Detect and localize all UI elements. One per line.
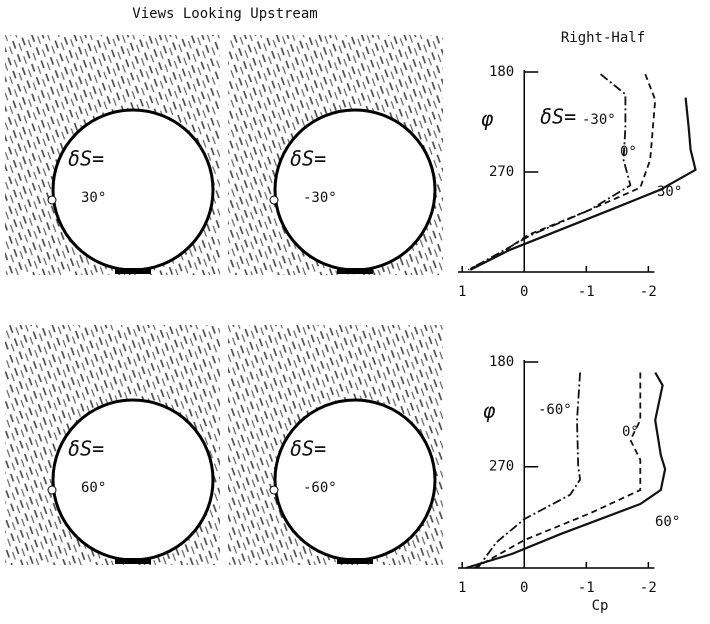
panel-angle: -30° xyxy=(303,190,337,206)
support-bar xyxy=(115,268,151,274)
data-line xyxy=(474,372,642,569)
series-label: 60° xyxy=(655,514,680,530)
panel-angle: 30° xyxy=(81,190,106,206)
cylinder xyxy=(273,398,437,562)
data-line xyxy=(469,97,697,271)
panel-label: δS= xyxy=(290,147,326,171)
series-label: 30° xyxy=(657,184,682,200)
y-tick-label: 270 xyxy=(489,164,514,180)
data-line xyxy=(476,372,581,569)
annotation: δS= xyxy=(540,105,576,129)
y-axis-label: φ xyxy=(483,399,496,423)
x-tick-label: 0 xyxy=(520,284,528,300)
slot-marker xyxy=(269,195,279,205)
x-tick-label: -1 xyxy=(578,580,595,596)
x-tick-label: 1 xyxy=(458,580,466,596)
series-label: -60° xyxy=(538,402,572,418)
cylinder xyxy=(51,398,215,562)
cylinder xyxy=(51,108,215,272)
cylinder xyxy=(273,108,437,272)
series-label: -30° xyxy=(582,112,616,128)
series-label: 0° xyxy=(620,144,637,160)
panel-label: δS= xyxy=(68,147,104,171)
x-axis-label: Cp xyxy=(592,598,609,614)
x-tick-label: -1 xyxy=(578,284,595,300)
y-tick-label: 180 xyxy=(489,64,514,80)
panel-label: δS= xyxy=(290,437,326,461)
panel-label: δS= xyxy=(68,437,104,461)
support-bar xyxy=(337,558,373,564)
y-tick-label: 180 xyxy=(489,354,514,370)
flow-panels: δS= 30° δS= -30° δS= 60° δS= -60° xyxy=(5,35,443,565)
data-line xyxy=(468,73,657,271)
slot-marker xyxy=(47,485,57,495)
slot-marker xyxy=(47,195,57,205)
data-line xyxy=(465,371,667,570)
support-bar xyxy=(115,558,151,564)
slot-marker xyxy=(269,485,279,495)
x-tick-label: -2 xyxy=(640,284,657,300)
x-tick-label: 1 xyxy=(458,284,466,300)
series-label: 0° xyxy=(622,424,639,440)
chart-title: Right-Half xyxy=(561,30,645,46)
x-tick-label: -2 xyxy=(640,580,657,596)
support-bar xyxy=(337,268,373,274)
figure-title: Views Looking Upstream xyxy=(132,6,317,22)
y-axis-label: φ xyxy=(481,107,494,131)
panel-angle: -60° xyxy=(303,480,337,496)
y-tick-label: 270 xyxy=(489,459,514,475)
x-tick-label: 0 xyxy=(520,580,528,596)
panel-angle: 60° xyxy=(81,480,106,496)
